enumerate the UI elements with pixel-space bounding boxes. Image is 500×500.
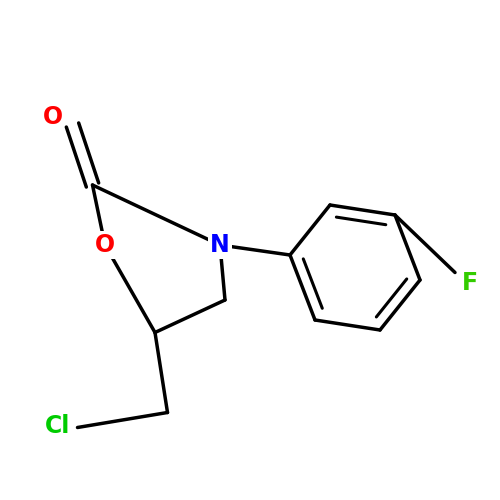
Text: O: O <box>42 105 62 129</box>
Text: N: N <box>210 233 230 257</box>
Text: Cl: Cl <box>45 414 70 438</box>
Text: O: O <box>95 233 115 257</box>
Text: F: F <box>462 270 478 294</box>
